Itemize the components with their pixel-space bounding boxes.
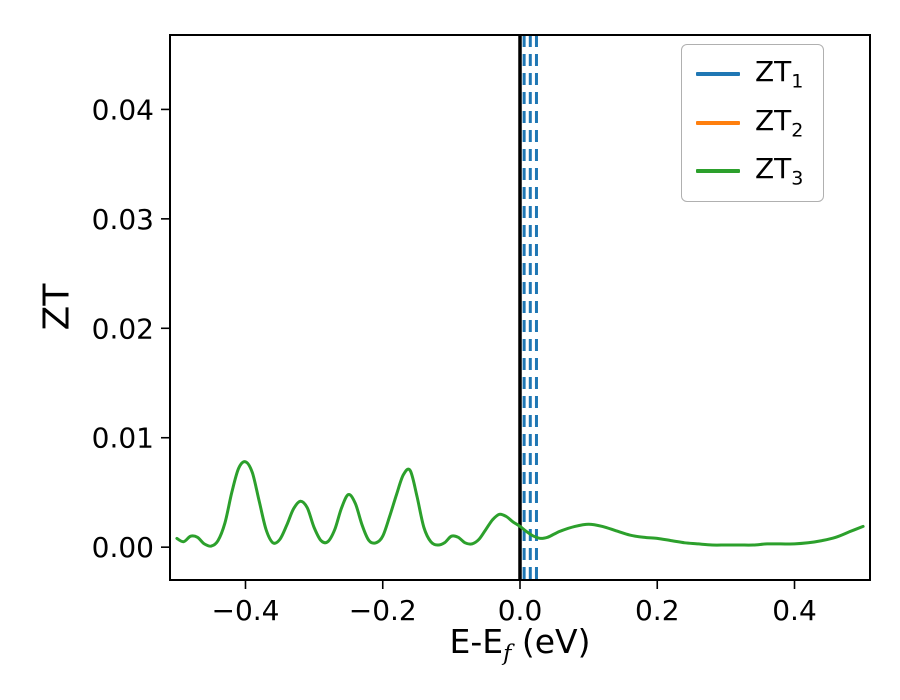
x-tick-label: −0.2 (349, 594, 417, 627)
legend-line-ZT3 (696, 169, 740, 174)
y-tick-label: 0.00 (92, 531, 154, 564)
x-axis-label-sub: f (503, 640, 512, 667)
y-tick-label: 0.02 (92, 312, 154, 345)
x-axis-label: E-Ef (eV) (170, 622, 870, 667)
legend-item-ZT1: ZT1 (696, 57, 803, 92)
legend-item-ZT3: ZT3 (696, 154, 803, 189)
legend-item-ZT2: ZT2 (696, 103, 804, 142)
x-tick-label: 0.2 (635, 594, 680, 627)
x-tick-label: 0.0 (498, 594, 543, 627)
plot-border (169, 34, 871, 581)
legend-label-ZT3: ZT3 (755, 152, 804, 190)
y-tick-label: 0.01 (92, 422, 154, 455)
series-line-ZT3 (175, 460, 865, 548)
legend-label-ZT2: ZT2 (755, 103, 804, 142)
legend: ZT1 ZT2 ZT3 (681, 44, 825, 202)
legend-line-ZT1 (696, 72, 740, 77)
y-axis-label: ZT (37, 284, 78, 331)
y-tick-label: 0.04 (92, 93, 154, 126)
legend-line-ZT2 (696, 120, 740, 125)
x-axis-label-pre: E-E (449, 622, 504, 661)
y-axis-label-text: ZT (36, 283, 78, 331)
x-axis-label-post: (eV) (511, 622, 591, 661)
x-tick-label: 0.4 (772, 594, 817, 627)
y-tick-label: 0.03 (92, 203, 154, 236)
legend-label-ZT1: ZT1 (755, 55, 804, 93)
x-tick-label: −0.4 (211, 594, 279, 627)
